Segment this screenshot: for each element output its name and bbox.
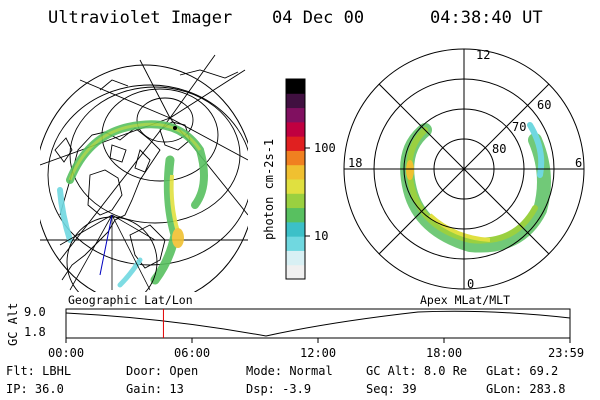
- altitude-plot: [65, 308, 571, 343]
- colorbar-segment: [286, 79, 305, 94]
- colorbar-segment: [286, 207, 305, 223]
- mlt-label-12: 12: [476, 48, 491, 62]
- instrument-title: Ultraviolet Imager: [48, 8, 233, 28]
- info-ip: IP: 36.0: [6, 382, 64, 396]
- lat-label-70: 70: [512, 120, 527, 134]
- pole-marker: [173, 126, 177, 130]
- coastlines: [54, 69, 239, 281]
- longitude-grid: [40, 54, 248, 261]
- colorbar-segment: [286, 221, 305, 237]
- mlt-label-18: 18: [348, 156, 363, 170]
- info-dsp: Dsp: -3.9: [246, 382, 312, 396]
- lat-label-60: 60: [537, 98, 552, 112]
- info-gain: Gain: 13: [126, 382, 184, 396]
- colorbar-tick-10: 10: [314, 229, 329, 243]
- colorbar-segment: [286, 107, 305, 123]
- colorbar-segment: [286, 179, 305, 194]
- colorbar-tick-100: 100: [314, 141, 336, 155]
- lat-label-80: 80: [492, 142, 507, 156]
- colorbar-unit-label: photon cm-2s-1: [262, 138, 276, 240]
- polar-plot: [343, 48, 585, 290]
- info-gc-alt: GC Alt: 8.0 Re: [366, 364, 468, 378]
- colorbar-segment: [286, 136, 305, 151]
- info-glat: GLat: 69.2: [486, 364, 559, 378]
- apex-label: Apex MLat/MLT: [420, 293, 511, 307]
- geographic-map: [40, 54, 248, 292]
- colorbar-segment: [286, 93, 305, 109]
- alt-tick-low: 1.8: [24, 325, 46, 339]
- mlt-label-6: 6: [575, 156, 583, 170]
- colorbar: [285, 78, 310, 280]
- info-flt: Flt: LBHL: [6, 364, 72, 378]
- date-label: 04 Dec 00: [272, 8, 365, 28]
- aurora-polar: [400, 122, 551, 253]
- footprint-lines: [59, 214, 156, 291]
- mlt-label-0: 0: [467, 277, 475, 291]
- time-tick-2: 12:00: [300, 346, 337, 360]
- colorbar-segment: [286, 150, 305, 166]
- colorbar-segment: [286, 236, 305, 251]
- info-glon: GLon: 283.8: [486, 382, 566, 396]
- colorbar-segment: [286, 250, 305, 266]
- time-tick-0: 00:00: [48, 346, 85, 360]
- info-mode: Mode: Normal: [246, 364, 333, 378]
- info-seq: Seq: 39: [366, 382, 417, 396]
- alt-tick-high: 9.0: [24, 305, 46, 319]
- colorbar-segment: [286, 193, 305, 209]
- geographic-label: Geographic Lat/Lon: [68, 293, 193, 307]
- time-tick-1: 06:00: [174, 346, 211, 360]
- gc-alt-axis-label: GC Alt: [6, 302, 20, 346]
- time-tick-4: 23:59: [548, 346, 585, 360]
- colorbar-segment: [286, 264, 305, 280]
- aurora-geo: [57, 120, 208, 288]
- time-label: 04:38:40 UT: [430, 8, 543, 28]
- colorbar-segment: [286, 121, 305, 137]
- info-door: Door: Open: [126, 364, 199, 378]
- colorbar-segment: [286, 164, 305, 180]
- time-tick-3: 18:00: [426, 346, 463, 360]
